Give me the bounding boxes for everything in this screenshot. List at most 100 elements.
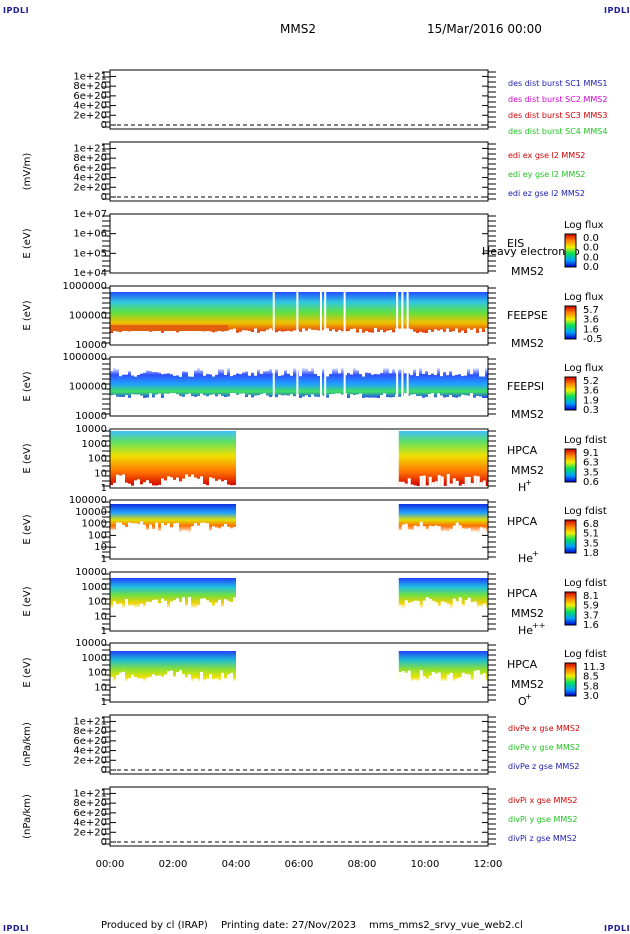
spectrogram-gap <box>179 670 182 683</box>
spectrogram-gap <box>368 397 371 399</box>
spectrogram-gap <box>428 525 432 534</box>
data-gap <box>320 286 322 345</box>
spectrogram-gap <box>434 602 438 610</box>
spectrogram-gap <box>380 367 383 373</box>
spectrogram-gap <box>434 525 438 534</box>
spectrogram-gap <box>140 678 143 683</box>
spectrogram-gap <box>206 485 209 487</box>
spectrogram-gap <box>416 396 419 399</box>
spectrogram-gap <box>125 367 128 375</box>
spectrogram-gap <box>149 676 152 683</box>
spectrogram-gap <box>230 485 233 487</box>
spectrogram-gap <box>437 330 440 334</box>
spectrogram-gap <box>254 328 257 334</box>
spectrogram-gap <box>176 367 179 376</box>
spectrogram-gap <box>470 680 474 683</box>
spectrogram-gap <box>290 331 293 334</box>
spectrogram-gap <box>374 328 377 334</box>
spectrogram-gap <box>146 328 149 334</box>
spectrogram-gap <box>266 329 269 334</box>
spectrogram-gap <box>119 396 122 399</box>
spectrogram-gap <box>368 367 371 373</box>
spectrogram-gap <box>179 395 182 399</box>
ytick-label: 1e+21 <box>73 788 107 799</box>
spectrogram-gap <box>227 367 230 369</box>
spectrogram-gap <box>392 367 395 370</box>
ytick-label: 1000 <box>82 582 107 593</box>
spacecraft-name: MMS2 <box>511 464 544 477</box>
spectrogram-gap <box>431 526 435 534</box>
spectrogram-gap <box>218 479 221 487</box>
spectrogram-gap <box>140 329 143 334</box>
spectrogram-gap <box>122 671 125 683</box>
spectrogram-gap <box>239 393 242 399</box>
spectrogram-gap <box>233 597 236 610</box>
spectrogram-gap <box>476 476 480 487</box>
spectrogram-gap <box>161 367 164 375</box>
spectrogram-gap <box>470 393 473 399</box>
spectrogram-gap <box>440 476 444 487</box>
spectrogram-gap <box>443 602 447 610</box>
colorbar-tick-label: 1.9 <box>583 395 599 406</box>
spectrogram-gap <box>431 600 435 610</box>
spectrogram-gap <box>458 485 462 487</box>
spectrogram-gap <box>116 367 119 370</box>
spectrogram-gap <box>281 367 284 376</box>
spectrogram-gap <box>461 367 464 377</box>
ytick-label: 100000 <box>69 495 107 506</box>
spectrogram-gap <box>215 527 218 534</box>
spectrogram-gap <box>350 394 353 399</box>
spectrogram-gap <box>164 480 167 487</box>
spectrogram-gap <box>308 367 311 371</box>
data-gap <box>396 357 399 416</box>
spectrogram-gap <box>446 396 449 399</box>
ytick-label: 10000 <box>75 340 107 351</box>
spectrogram-gap <box>197 367 200 368</box>
spectrogram-gap <box>278 394 281 399</box>
spectrogram-gap <box>149 602 152 610</box>
spectrogram-gap <box>413 525 417 534</box>
ylabel: (nPa/km) <box>22 722 33 767</box>
spectrogram-gap <box>338 393 341 399</box>
colorbar-tick-label: 3.0 <box>583 691 599 702</box>
colorbar-tick-label: 3.6 <box>583 315 599 326</box>
spectrogram-gap <box>137 367 140 376</box>
spectrogram-gap <box>113 367 116 368</box>
spectrogram-gap <box>158 484 161 487</box>
spectrogram-gap <box>452 397 455 399</box>
spectrogram-gap <box>131 523 134 534</box>
spectrogram-gap <box>455 480 459 487</box>
spectrogram-gap <box>164 525 167 534</box>
spectrogram-gap <box>170 601 173 610</box>
spectrogram-gap <box>422 526 426 534</box>
spectrogram-gap <box>479 367 482 377</box>
spectrogram-gap <box>128 605 131 610</box>
corner-label-bottom-left: IPDLI <box>3 924 30 933</box>
spectrogram-gap <box>458 525 462 534</box>
instrument-name: FEEPSI <box>507 380 544 393</box>
footer-script: mms_mms2_srvy_vue_web2.cl <box>369 920 523 931</box>
spectrogram-gap <box>185 605 188 610</box>
spectrogram-gap <box>134 607 137 610</box>
spectrogram-gap <box>338 367 341 374</box>
spectrogram-gap <box>230 367 233 377</box>
spectrogram-gap <box>185 474 188 487</box>
spectrogram-gap <box>161 598 164 610</box>
spectrogram-gap <box>347 367 350 373</box>
spectrogram-gap <box>143 606 146 610</box>
spectrogram-gap <box>209 674 212 683</box>
species-charge: ++ <box>532 621 545 630</box>
spectrogram-gap <box>341 394 344 399</box>
legend-entry: des dist burst SC3 MMS3 <box>508 111 607 120</box>
spectrogram-gap <box>194 607 197 610</box>
spectrogram-gap <box>485 328 488 334</box>
spectrogram-gap <box>188 674 191 683</box>
spectrogram-gap <box>131 674 134 683</box>
spectrogram-gap <box>188 367 191 377</box>
data-gap <box>406 286 409 345</box>
spectrogram-gap <box>146 677 149 683</box>
instrument-name: HPCA <box>507 658 538 671</box>
spectrogram-gap <box>383 332 386 334</box>
data-gap <box>324 357 327 416</box>
